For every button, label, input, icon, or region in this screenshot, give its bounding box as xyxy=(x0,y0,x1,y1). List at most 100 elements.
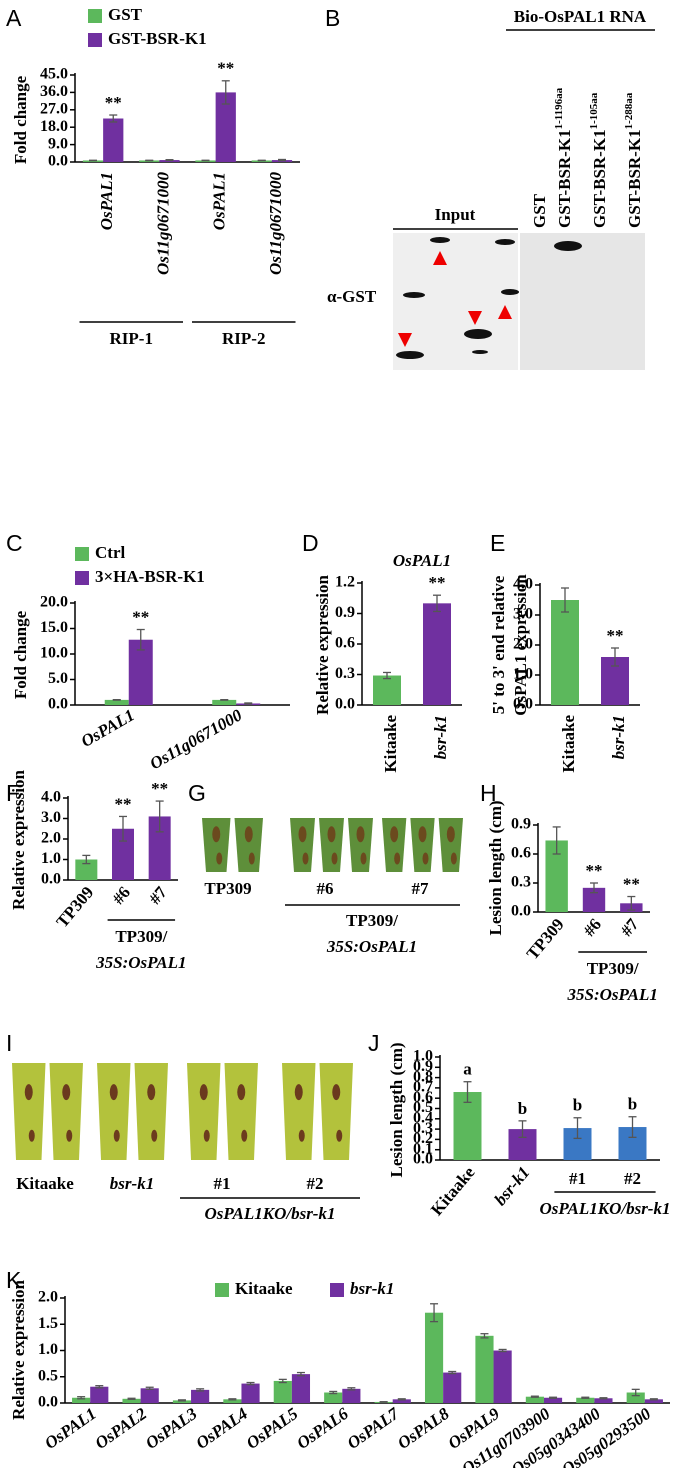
legend-swatch xyxy=(330,1283,344,1297)
lane-label: GST-BSR-K11-288aa xyxy=(623,92,644,228)
bar xyxy=(122,1398,141,1403)
error-bar xyxy=(611,647,619,667)
lesion xyxy=(28,1129,35,1142)
error-bar xyxy=(573,1117,582,1140)
group-label: 35S:OsPAL1 xyxy=(95,953,186,972)
lesion xyxy=(327,826,336,843)
error-bar xyxy=(155,800,164,833)
group-label: TP309/ xyxy=(115,927,167,946)
error-bar xyxy=(631,1388,640,1397)
error-bar xyxy=(244,702,253,705)
error-bar xyxy=(480,1333,489,1339)
error-bar xyxy=(220,698,229,701)
y-tick-label: 2.0 xyxy=(513,636,533,653)
y-axis-label: Relative expression xyxy=(9,1279,28,1419)
leaf xyxy=(382,818,407,872)
y-tick-label: 0.0 xyxy=(513,696,533,713)
significance-label: b xyxy=(628,1095,637,1114)
error-bar xyxy=(463,1081,472,1103)
panel-letter: B xyxy=(325,5,340,31)
blot-band xyxy=(430,237,450,243)
y-tick-label: 0.3 xyxy=(335,665,355,682)
leaf xyxy=(12,1063,46,1160)
panel-letter: K xyxy=(6,1267,22,1293)
x-tick-label: TP309 xyxy=(523,915,568,963)
error-bar xyxy=(627,895,636,911)
panel-letter: E xyxy=(490,530,505,556)
lesion xyxy=(109,1084,118,1101)
lesion xyxy=(237,1084,246,1101)
error-bar xyxy=(177,1399,186,1402)
bar xyxy=(104,699,129,705)
blot-image xyxy=(520,233,645,370)
error-bar xyxy=(278,158,286,162)
leaf xyxy=(97,1063,131,1160)
x-tick-label: #6 xyxy=(109,883,134,908)
significance-label: ** xyxy=(586,861,603,880)
lesion xyxy=(450,852,457,865)
error-bar xyxy=(649,1398,658,1401)
photo-label: #1 xyxy=(214,1174,231,1193)
y-axis-label: Fold change xyxy=(11,610,30,699)
error-bar xyxy=(329,1390,338,1395)
significance-label: ** xyxy=(217,59,234,78)
bar xyxy=(453,1092,482,1160)
bar xyxy=(576,1397,595,1403)
y-tick-label: 0.3 xyxy=(511,874,531,891)
lesion xyxy=(241,1129,248,1142)
leaf xyxy=(282,1063,316,1160)
error-bar xyxy=(246,1381,255,1386)
y-tick-label: 0.2 xyxy=(413,1130,433,1147)
leaf xyxy=(49,1063,83,1160)
x-tick-label: #2 xyxy=(624,1169,641,1188)
error-bar xyxy=(278,1378,287,1384)
x-tick-label: OsPAL6 xyxy=(293,1404,352,1453)
x-tick-label: bsr-k1 xyxy=(609,715,628,759)
bar xyxy=(148,816,171,880)
lesion xyxy=(113,1129,120,1142)
y-axis-label: OsPAL1 expression xyxy=(511,574,530,716)
y-tick-label: 0.6 xyxy=(335,635,355,652)
significance-label: b xyxy=(518,1099,527,1118)
x-tick-label: OsPAL3 xyxy=(142,1404,201,1453)
panel-letter: C xyxy=(6,530,23,556)
lesion xyxy=(199,1084,208,1101)
y-tick-label: 1.5 xyxy=(38,1315,58,1332)
y-tick-label: 5.0 xyxy=(48,670,68,687)
error-bar xyxy=(530,1395,539,1398)
leaf xyxy=(134,1063,168,1160)
x-tick-label: Os11g0671000 xyxy=(147,705,246,773)
x-tick-label: Os11g0671000 xyxy=(266,172,285,275)
error-bar xyxy=(397,1398,406,1401)
bar xyxy=(291,1374,311,1403)
y-tick-label: 0.5 xyxy=(413,1099,433,1116)
y-tick-label: 10.0 xyxy=(40,645,68,662)
significance-label: ** xyxy=(115,794,132,813)
lane-label: GST-BSR-K11-1196aa xyxy=(553,87,574,228)
leaf xyxy=(319,818,344,872)
bar xyxy=(72,1397,91,1403)
lesion xyxy=(216,852,223,865)
leaf xyxy=(438,818,463,872)
lesion xyxy=(24,1084,33,1101)
x-tick-label: Kitaake xyxy=(559,715,578,773)
bar xyxy=(241,1383,260,1403)
blot-band xyxy=(501,289,519,295)
lesion xyxy=(302,852,309,865)
y-axis-label: Relative expression xyxy=(9,769,28,909)
lane-superscript: 1-105aa xyxy=(588,92,600,129)
y-tick-label: 0.0 xyxy=(48,153,68,170)
blot-band xyxy=(495,239,515,245)
lesion xyxy=(331,852,338,865)
error-bar xyxy=(448,1370,457,1375)
y-tick-label: 27.0 xyxy=(40,100,68,117)
x-tick-label: OsPAL1 xyxy=(41,1404,100,1453)
lesion xyxy=(294,1084,303,1101)
panel-letter: I xyxy=(6,1030,12,1056)
significance-label: a xyxy=(463,1060,472,1079)
lesion xyxy=(62,1084,71,1101)
group-label: TP309/ xyxy=(346,911,398,930)
leaf xyxy=(234,818,263,872)
bar xyxy=(191,1389,210,1403)
x-tick-label: OsPAL4 xyxy=(192,1404,251,1453)
